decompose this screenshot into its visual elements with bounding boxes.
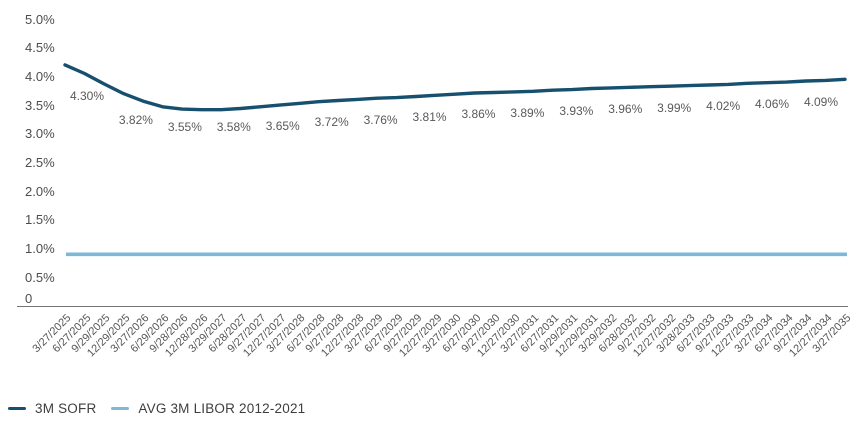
sofr-point-label: 3.96%: [608, 101, 643, 116]
legend-item-3m-sofr: 3M SOFR: [8, 401, 96, 416]
sofr-point-label: 4.09%: [803, 95, 839, 110]
y-axis-tick-label: 4.0%: [25, 68, 55, 84]
y-axis-tick-label: 3.0%: [25, 126, 55, 142]
sofr-point-label: 3.99%: [657, 100, 692, 115]
sofr-point-label: 3.65%: [265, 119, 300, 134]
x-axis-line: [17, 306, 848, 307]
avg-libor-line-swatch-icon: [111, 407, 130, 410]
y-axis-tick-label: 5.0%: [25, 11, 55, 27]
sofr-line-series: [63, 63, 847, 112]
legend-label-avg-3m-libor: AVG 3M LIBOR 2012-2021: [138, 401, 306, 416]
sofr-point-label: 3.93%: [559, 103, 594, 118]
y-axis-tick-label: 2.5%: [25, 155, 55, 170]
sofr-point-label: 3.89%: [510, 105, 545, 120]
y-axis-tick-label: 1.5%: [25, 212, 55, 228]
sofr-point-label: 4.06%: [755, 97, 790, 112]
y-axis-tick-label: 0.5%: [25, 269, 55, 285]
sofr-point-label: 3.86%: [461, 107, 496, 122]
y-axis-tick-label: 0: [25, 290, 33, 306]
sofr-point-label: 4.02%: [706, 99, 741, 114]
legend-label-3m-sofr: 3M SOFR: [35, 401, 97, 416]
sofr-point-label: 3.55%: [167, 119, 202, 134]
y-axis-tick-label: 4.5%: [25, 40, 55, 56]
sofr-point-label: 3.81%: [412, 110, 447, 125]
sofr-point-label: 3.82%: [118, 112, 153, 127]
sofr-point-label: 3.76%: [363, 112, 398, 127]
sofr-point-label: 4.30%: [69, 89, 105, 104]
chart-legend: 3M SOFR AVG 3M LIBOR 2012-2021: [8, 401, 305, 416]
legend-item-avg-3m-libor: AVG 3M LIBOR 2012-2021: [111, 401, 305, 416]
sofr-point-label: 3.72%: [314, 115, 349, 130]
y-axis-tick-label: 3.5%: [25, 97, 55, 113]
sofr-line-swatch-icon: [8, 407, 26, 410]
y-axis-tick-label: 2.0%: [25, 183, 55, 199]
y-axis-tick-label: 1.0%: [25, 241, 55, 257]
sofr-point-label: 3.58%: [216, 119, 251, 134]
